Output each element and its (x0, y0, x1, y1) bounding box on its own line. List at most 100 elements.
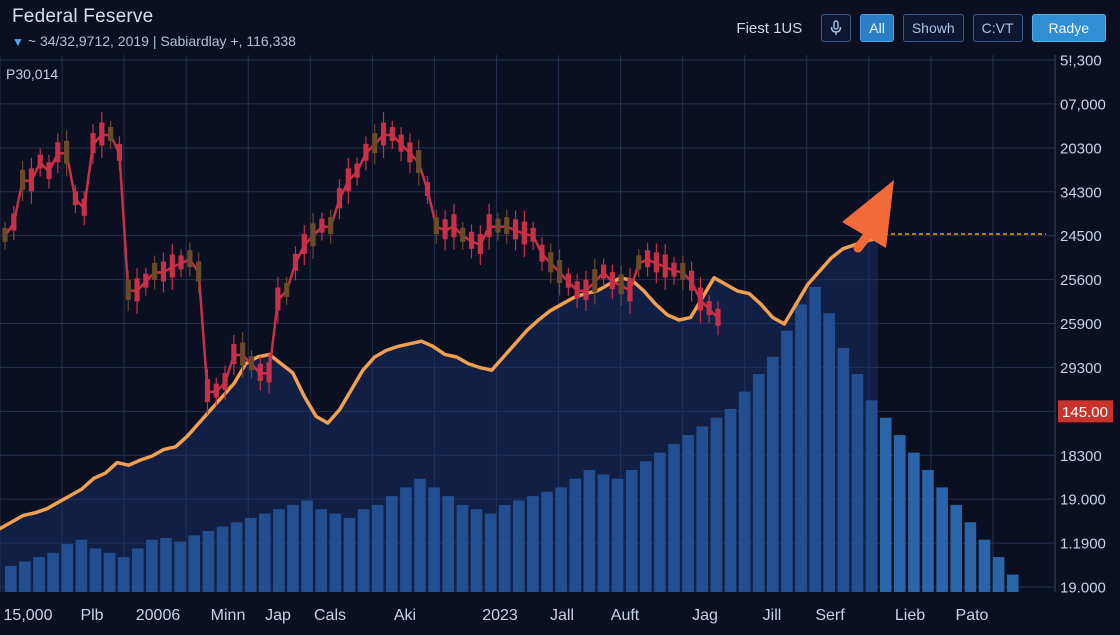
volume-bar (61, 544, 73, 592)
candle-body (354, 163, 360, 178)
candle-body (521, 221, 527, 245)
volume-bar (837, 348, 850, 592)
x-tick-label: Jall (550, 607, 574, 624)
candle-body (108, 127, 114, 141)
volume-bar (259, 513, 271, 592)
x-tick-label: Minn (211, 607, 246, 624)
cvt-button[interactable]: C:VT (972, 14, 1023, 42)
candle-body (530, 227, 536, 242)
candle-body (178, 255, 184, 270)
trend-arrow-head (842, 180, 894, 248)
candle-body (539, 244, 545, 262)
candle-body (442, 219, 448, 240)
radye-button[interactable]: Radye (1031, 14, 1106, 42)
x-tick-label: Jap (265, 607, 291, 624)
candle-body (389, 127, 395, 141)
y-tick-label: 25900 (1060, 316, 1102, 333)
volume-bar (555, 487, 567, 592)
candle-body (372, 133, 378, 154)
x-tick-label: 15,000 (4, 607, 53, 624)
candle-body (345, 168, 351, 192)
candle-body (116, 143, 123, 161)
chart-subtitle: ▼ ~ 34/32,9712, 2019 | Sabiardlay +, 116,… (12, 33, 296, 49)
triangle-down-icon: ▼ (12, 35, 24, 49)
microphone-icon[interactable] (821, 14, 852, 42)
candle-body (90, 133, 96, 154)
candle-body (55, 142, 61, 163)
candle-body (64, 140, 70, 164)
candle-body (292, 253, 299, 271)
candle-body (46, 162, 52, 180)
x-tick-label: Aki (394, 607, 416, 624)
volume-bar (301, 500, 313, 592)
y-tick-label: 20300 (1060, 140, 1102, 157)
candle-body (504, 217, 510, 235)
x-tick-label: 2023 (482, 607, 518, 624)
volume-bar (809, 287, 821, 592)
volume-bar (992, 557, 1005, 592)
volume-bar (724, 409, 737, 592)
volume-bar (188, 535, 200, 592)
y-tick-label: 34300 (1060, 184, 1102, 201)
candle-body (2, 227, 8, 242)
candle-body (460, 227, 466, 242)
candle-body (284, 282, 290, 297)
volume-bar (767, 356, 779, 592)
volume-bar (894, 435, 906, 592)
candle-body (715, 308, 721, 326)
all-button[interactable]: All (860, 14, 894, 42)
candle-body (574, 281, 580, 299)
candle-body (477, 234, 483, 254)
volume-bar (569, 478, 581, 592)
candle-body (583, 279, 589, 300)
volume-bar (371, 504, 384, 592)
candle-body (125, 279, 131, 300)
volume-bar (654, 452, 666, 592)
volume-bar (117, 557, 130, 592)
candle-body (662, 254, 668, 278)
volume-bar (879, 417, 892, 592)
candle-body (644, 250, 651, 268)
candle-body (486, 214, 492, 238)
y-tick-label: 25600 (1060, 272, 1102, 289)
candle-body (697, 287, 703, 311)
candle-body (187, 250, 193, 268)
candle-body (169, 254, 175, 278)
candle-body (213, 383, 219, 398)
showh-button[interactable]: Showh (902, 14, 964, 42)
candle-body (336, 188, 343, 209)
candle-body (301, 234, 307, 254)
x-tick-label: Plb (80, 607, 103, 624)
volume-bar (611, 478, 624, 592)
candle-body (380, 122, 387, 146)
x-tick-label: Pato (956, 607, 989, 624)
price-label: P30,014 (6, 66, 59, 82)
candle-body (548, 252, 554, 273)
orange-series-line (0, 236, 880, 531)
candle-body (134, 278, 140, 302)
candle-body (152, 263, 158, 280)
volume-bar (823, 313, 835, 592)
y-tick-label-highlight: 145.00 (1062, 404, 1108, 421)
volume-bar (414, 478, 426, 592)
candle-body (495, 218, 501, 233)
trend-arrow-shaft (853, 217, 883, 253)
volume-bar (343, 517, 356, 592)
volume-bar (146, 539, 158, 592)
volume-bar (386, 496, 398, 592)
candle-body (37, 154, 43, 169)
volume-bar (541, 491, 553, 592)
red-series-line (3, 133, 719, 393)
candle-body (706, 301, 712, 316)
y-tick-label: 29300 (1060, 360, 1102, 377)
volume-bar (216, 526, 229, 592)
volume-bar (160, 538, 172, 592)
candle-body (636, 255, 642, 270)
volume-bar (752, 374, 765, 592)
y-tick-label: 1.1900 (1060, 536, 1106, 553)
volume-bar (865, 400, 878, 592)
candle-body (688, 270, 695, 291)
volume-bar (19, 561, 31, 592)
volume-bar (230, 522, 243, 592)
volume-bar (174, 541, 186, 592)
